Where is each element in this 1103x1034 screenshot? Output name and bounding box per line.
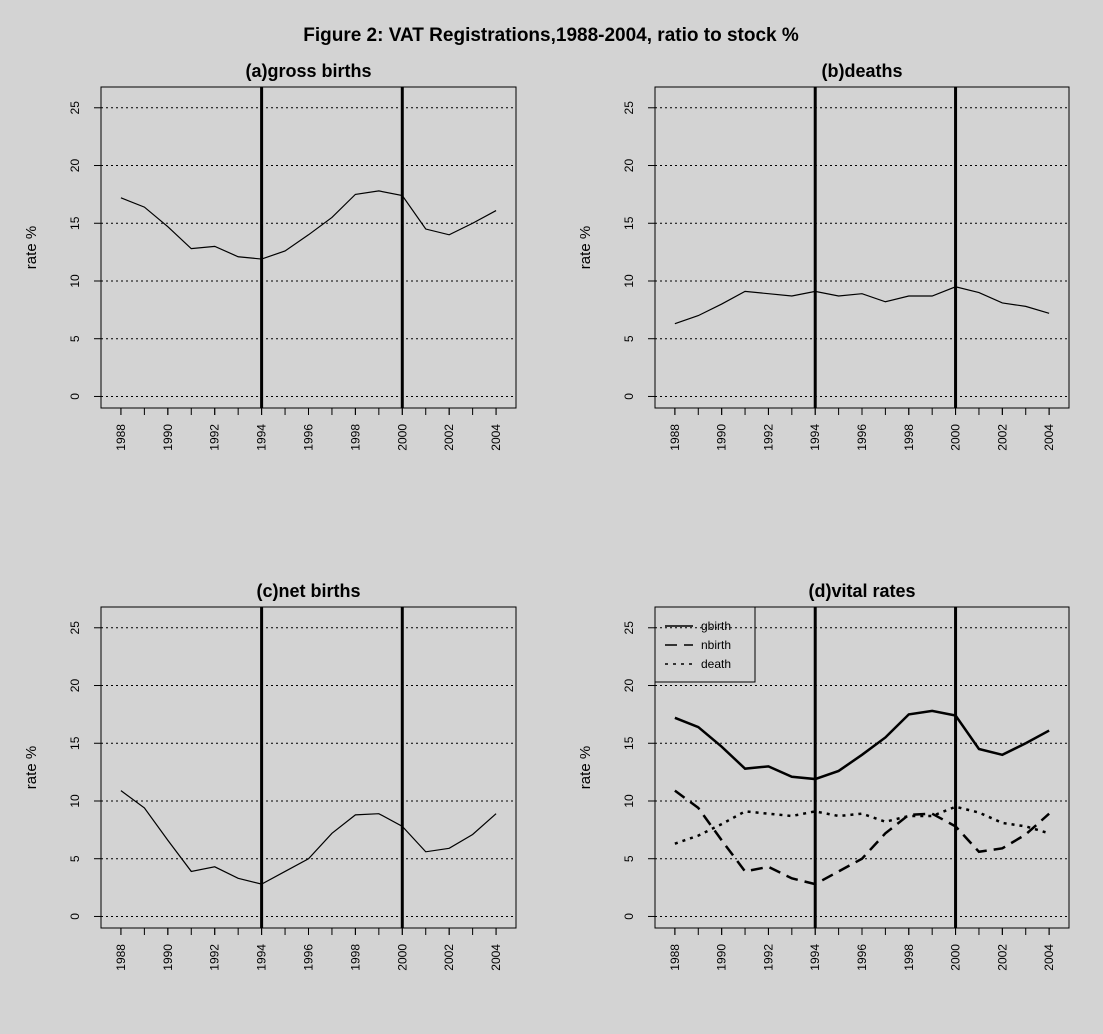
y-axis-label: rate %	[23, 746, 40, 789]
x-tick-label: 1998	[902, 424, 916, 451]
x-tick-label: 1998	[348, 944, 362, 971]
x-tick-label: 1992	[761, 424, 775, 451]
x-tick-label: 2002	[442, 944, 456, 971]
x-tick-label: 1988	[668, 944, 682, 971]
y-axis-label: rate %	[23, 226, 40, 269]
y-tick-label: 5	[622, 335, 636, 342]
series-line	[120, 790, 497, 885]
y-tick-label: 20	[622, 679, 636, 693]
plot-frame	[100, 606, 517, 929]
y-axis-label: rate %	[577, 746, 594, 789]
panel-title: (c)net births	[256, 581, 360, 601]
x-tick-label: 2004	[1042, 944, 1056, 971]
y-tick-label: 10	[622, 794, 636, 808]
x-tick-label: 2000	[395, 424, 409, 451]
plot-frame	[654, 606, 1070, 929]
y-tick-label: 5	[622, 855, 636, 862]
y-tick-label: 20	[622, 159, 636, 173]
x-tick-label: 1988	[668, 424, 682, 451]
x-tick-label: 1996	[302, 424, 316, 451]
x-tick-label: 2002	[442, 424, 456, 451]
y-tick-label: 5	[68, 855, 82, 862]
series-line	[674, 789, 1050, 886]
y-tick-label: 0	[622, 913, 636, 920]
plot-frame	[100, 86, 517, 409]
x-tick-label: 1990	[161, 944, 175, 971]
x-tick-label: 1998	[902, 944, 916, 971]
panel-title: (a)gross births	[245, 61, 371, 81]
x-tick-label: 1994	[255, 944, 269, 971]
x-tick-label: 2000	[395, 944, 409, 971]
x-tick-label: 2004	[489, 424, 503, 451]
panel-title: (d)vital rates	[808, 581, 915, 601]
x-tick-label: 1996	[855, 944, 869, 971]
figure-title: Figure 2: VAT Registrations,1988-2004, r…	[303, 25, 799, 46]
y-tick-label: 25	[622, 621, 636, 635]
y-axis-label: rate %	[577, 226, 594, 269]
x-tick-label: 1998	[348, 424, 362, 451]
y-tick-label: 10	[68, 274, 82, 288]
x-tick-label: 2002	[995, 944, 1009, 971]
y-tick-label: 20	[68, 679, 82, 693]
x-tick-label: 1992	[208, 424, 222, 451]
x-tick-label: 1994	[255, 424, 269, 451]
x-tick-label: 1992	[208, 944, 222, 971]
x-tick-label: 1996	[302, 944, 316, 971]
x-tick-label: 1988	[114, 944, 128, 971]
panel-title: (b)deaths	[822, 61, 903, 81]
x-tick-label: 1996	[855, 424, 869, 451]
legend-box	[654, 606, 756, 683]
y-tick-label: 10	[68, 794, 82, 808]
series-line	[674, 286, 1050, 325]
y-tick-label: 0	[622, 393, 636, 400]
y-tick-label: 20	[68, 159, 82, 173]
y-tick-label: 15	[622, 736, 636, 750]
series-line	[674, 709, 1050, 781]
x-tick-label: 1988	[114, 424, 128, 451]
legend-label: gbirth	[701, 619, 731, 633]
x-tick-label: 2000	[949, 424, 963, 451]
x-tick-label: 1990	[715, 944, 729, 971]
legend-label: nbirth	[701, 638, 731, 652]
x-tick-label: 1994	[808, 424, 822, 451]
x-tick-label: 1994	[808, 944, 822, 971]
x-tick-label: 1990	[161, 424, 175, 451]
series-line	[674, 805, 1050, 845]
y-tick-label: 25	[68, 101, 82, 115]
x-tick-label: 2000	[949, 944, 963, 971]
plot-frame	[654, 86, 1070, 409]
y-tick-label: 25	[68, 621, 82, 635]
y-tick-label: 0	[68, 913, 82, 920]
y-tick-label: 15	[622, 216, 636, 230]
x-tick-label: 2002	[995, 424, 1009, 451]
y-tick-label: 15	[68, 216, 82, 230]
x-tick-label: 2004	[489, 944, 503, 971]
series-line	[120, 190, 497, 260]
y-tick-label: 5	[68, 335, 82, 342]
x-tick-label: 1990	[715, 424, 729, 451]
y-tick-label: 10	[622, 274, 636, 288]
x-tick-label: 1992	[761, 944, 775, 971]
legend-label: death	[701, 657, 731, 671]
y-tick-label: 15	[68, 736, 82, 750]
y-tick-label: 0	[68, 393, 82, 400]
x-tick-label: 2004	[1042, 424, 1056, 451]
y-tick-label: 25	[622, 101, 636, 115]
